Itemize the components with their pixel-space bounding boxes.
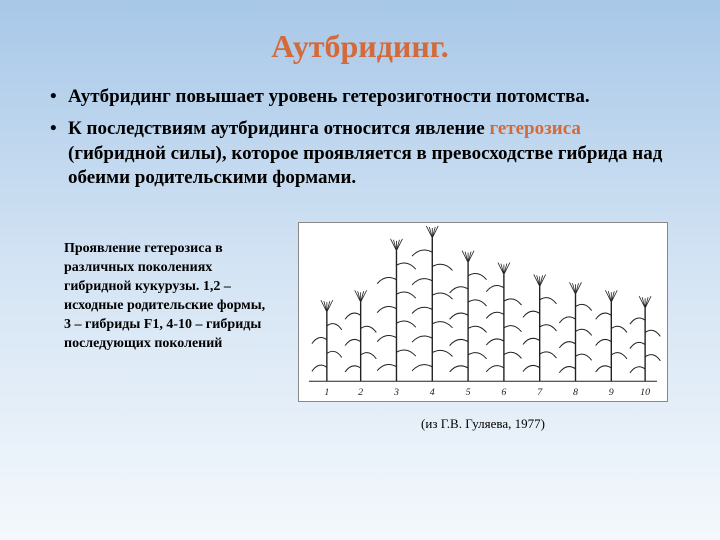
svg-text:8: 8 [573,387,578,398]
bullet-text-post: (гибридной силы), которое проявляется в … [68,143,662,188]
bullet-item: Аутбридинг повышает уровень гетерозиготн… [50,85,676,109]
svg-text:1: 1 [324,387,329,398]
bullet-text: Аутбридинг повышает уровень гетерозиготн… [68,86,590,107]
svg-text:9: 9 [609,387,614,398]
bullet-list: Аутбридинг повышает уровень гетерозиготн… [44,85,676,190]
svg-text:10: 10 [640,387,650,398]
figure: 1 2 3 4 5 6 7 8 9 10 [298,222,668,402]
svg-text:5: 5 [466,387,471,398]
svg-text:7: 7 [537,387,543,398]
svg-text:2: 2 [358,387,363,398]
bullet-text-highlight: гетерозиса [489,118,580,139]
bullet-text-pre: К последствиям аутбридинга относится явл… [68,118,489,139]
svg-text:3: 3 [393,387,399,398]
svg-text:4: 4 [430,387,435,398]
figure-wrap: 1 2 3 4 5 6 7 8 9 10 (из Г.В. Гуляева, 1977) [298,222,676,432]
lower-section: Проявление гетерозиса в различных поколе… [44,222,676,432]
figure-source: (из Г.В. Гуляева, 1977) [298,416,668,432]
corn-plants-diagram: 1 2 3 4 5 6 7 8 9 10 [299,223,667,401]
svg-text:6: 6 [501,387,506,398]
figure-caption: Проявление гетерозиса в различных поколе… [44,222,274,353]
bullet-item: К последствиям аутбридинга относится явл… [50,117,676,190]
slide-title: Аутбридинг. [44,28,676,65]
